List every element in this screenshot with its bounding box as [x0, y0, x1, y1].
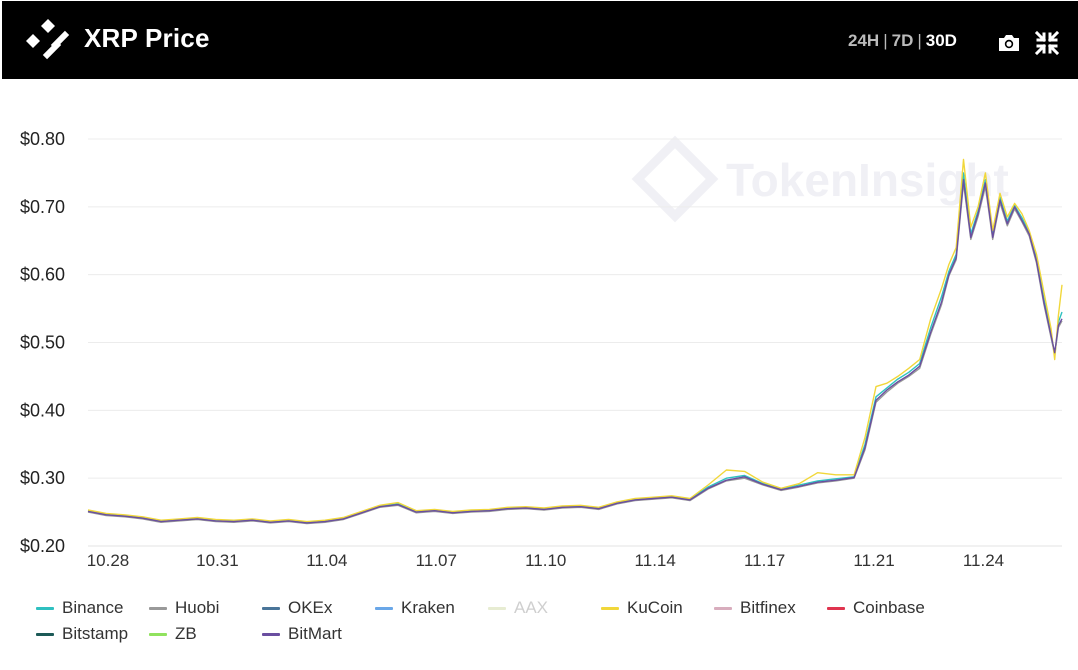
x-tick-label: 11.04 — [306, 551, 347, 570]
legend-label: Kraken — [401, 598, 455, 617]
legend-label: OKEx — [288, 598, 333, 617]
x-tick-label: 11.14 — [635, 551, 676, 570]
legend-swatch — [714, 606, 732, 610]
legend-item-zb[interactable]: ZB — [149, 624, 262, 644]
legend-item-kraken[interactable]: Kraken — [375, 598, 488, 618]
range-30d-button[interactable]: 30D — [925, 31, 957, 50]
legend-item-bitfinex[interactable]: Bitfinex — [714, 598, 827, 618]
y-tick-label: $0.70 — [20, 197, 65, 217]
legend-label: Bitfinex — [740, 598, 796, 617]
range-7d-button[interactable]: 7D — [891, 31, 914, 50]
legend-item-aax[interactable]: AAX — [488, 598, 601, 618]
x-tick-label: 11.21 — [853, 551, 894, 570]
legend-swatch — [601, 606, 619, 610]
legend-swatch — [262, 632, 280, 636]
y-tick-label: $0.30 — [20, 468, 65, 488]
watermark: TokenInsight — [631, 135, 1009, 223]
legend-swatch — [488, 606, 506, 610]
series-line-bitmart — [87, 178, 1063, 524]
chart-header: XRP Price 24H | 7D | 30D — [2, 1, 1078, 79]
legend-item-okex[interactable]: OKEx — [262, 598, 375, 618]
legend-label: Bitstamp — [62, 624, 129, 643]
legend-item-binance[interactable]: Binance — [36, 598, 149, 618]
legend-swatch — [262, 606, 280, 610]
y-tick-label: $0.80 — [20, 129, 65, 149]
series-line-huobi — [87, 182, 1063, 525]
y-tick-label: $0.20 — [20, 536, 65, 556]
legend-swatch — [36, 632, 54, 636]
x-tick-label: 10.31 — [196, 551, 239, 570]
legend-item-bitmart[interactable]: BitMart — [262, 624, 375, 644]
series-line-kucoin — [87, 158, 1063, 523]
range-separator: | — [883, 31, 888, 50]
legend-swatch — [149, 606, 167, 610]
tokeninsight-logo-icon — [26, 19, 70, 60]
legend-item-coinbase[interactable]: Coinbase — [827, 598, 940, 618]
legend-label: KuCoin — [627, 598, 683, 617]
y-tick-label: $0.50 — [20, 333, 65, 353]
legend-label: ZB — [175, 624, 197, 643]
series-line-binance — [87, 172, 1063, 523]
page-title: XRP Price — [84, 23, 210, 53]
x-tick-label: 10.28 — [87, 551, 130, 570]
legend-swatch — [36, 606, 54, 610]
range-separator: | — [917, 31, 922, 50]
chart-legend: Binance Huobi OKEx Kraken AAX KuCoin Bitfinex C… — [36, 598, 1056, 644]
x-tick-label: 11.24 — [963, 551, 1004, 570]
legend-swatch — [827, 606, 845, 610]
legend-item-bitstamp[interactable]: Bitstamp — [36, 624, 149, 644]
legend-item-huobi[interactable]: Huobi — [149, 598, 262, 618]
x-tick-label: 11.07 — [416, 551, 457, 570]
time-range-selector: 24H | 7D | 30D — [848, 31, 957, 51]
legend-label: Coinbase — [853, 598, 925, 617]
price-chart-svg: TokenInsight $0.20 $0.30 $0.40 $0.50 $0.60 $0.… — [20, 129, 1063, 570]
y-tick-label: $0.60 — [20, 265, 65, 285]
legend-item-kucoin[interactable]: KuCoin — [601, 598, 714, 618]
legend-swatch — [375, 606, 393, 610]
legend-label: AAX — [514, 598, 549, 617]
collapse-icon[interactable] — [1034, 30, 1060, 56]
legend-label: Huobi — [175, 598, 220, 617]
legend-label: Binance — [62, 598, 124, 617]
y-tick-label: $0.40 — [20, 400, 65, 420]
x-tick-label: 11.10 — [525, 551, 566, 570]
camera-icon[interactable] — [996, 30, 1022, 56]
legend-swatch — [149, 632, 167, 636]
range-24h-button[interactable]: 24H — [848, 31, 880, 50]
price-chart: TokenInsight $0.20 $0.30 $0.40 $0.50 $0.60 $0.… — [0, 80, 1078, 580]
watermark-logo-icon — [631, 135, 719, 223]
x-tick-label: 11.17 — [744, 551, 785, 570]
legend-label: BitMart — [288, 624, 342, 643]
